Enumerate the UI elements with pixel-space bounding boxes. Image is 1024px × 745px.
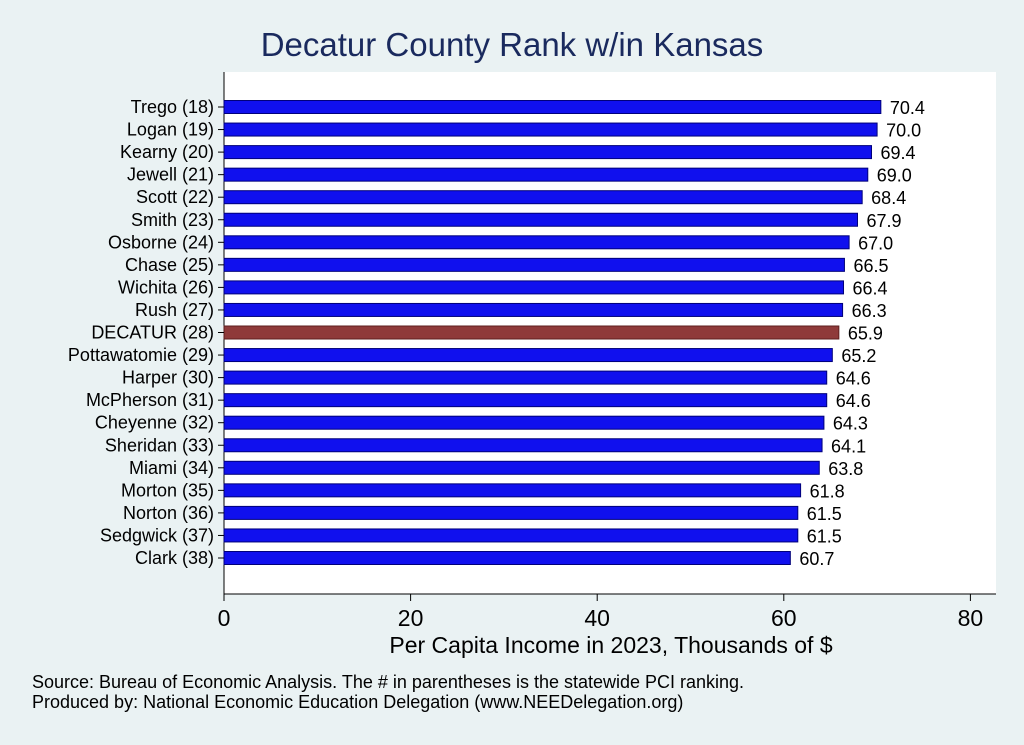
bar — [223, 167, 869, 182]
bar — [223, 460, 820, 475]
category-label: Wichita (26) — [118, 277, 214, 297]
category-label: Chase (25) — [125, 255, 214, 275]
category-label: DECATUR (28) — [91, 323, 214, 343]
bar — [223, 302, 844, 317]
value-label: 69.4 — [881, 143, 916, 163]
bar — [223, 551, 791, 565]
bar — [223, 122, 878, 137]
source-note: Source: Bureau of Economic Analysis. The… — [32, 672, 745, 692]
category-label: Scott (22) — [136, 187, 214, 207]
category-label: Osborne (24) — [108, 232, 214, 252]
bar — [223, 505, 799, 520]
value-label: 66.3 — [852, 301, 887, 321]
value-label: 64.3 — [833, 414, 868, 434]
bar — [223, 348, 833, 363]
bar — [223, 528, 799, 543]
value-label: 69.0 — [877, 166, 912, 186]
value-label: 63.8 — [828, 459, 863, 479]
value-label: 67.9 — [867, 211, 902, 231]
value-label: 65.2 — [841, 346, 876, 366]
category-label: Cheyenne (32) — [95, 413, 214, 433]
category-label: Kearny (20) — [120, 142, 214, 162]
bar — [223, 483, 802, 498]
category-label: Rush (27) — [135, 300, 214, 320]
bar — [223, 370, 828, 385]
bar — [223, 257, 845, 272]
producer-note: Produced by: National Economic Education… — [32, 692, 684, 712]
value-label: 66.4 — [853, 278, 888, 298]
bar — [223, 438, 823, 453]
x-tick-label: 0 — [218, 605, 231, 631]
value-label: 66.5 — [853, 256, 888, 276]
value-label: 64.6 — [836, 369, 871, 389]
category-label: McPherson (31) — [86, 390, 214, 410]
bar — [223, 190, 863, 205]
x-tick-label: 60 — [771, 605, 797, 631]
bar — [223, 325, 840, 340]
category-label: Harper (30) — [122, 368, 214, 388]
category-label: Clark (38) — [135, 548, 214, 568]
value-label: 68.4 — [871, 188, 906, 208]
value-label: 70.0 — [886, 121, 921, 141]
value-label: 67.0 — [858, 233, 893, 253]
category-label: Sedgwick (37) — [100, 525, 214, 545]
value-label: 70.4 — [890, 98, 925, 118]
category-label: Pottawatomie (29) — [68, 345, 214, 365]
category-label: Trego (18) — [131, 97, 214, 117]
bar — [223, 415, 825, 430]
x-tick-label: 20 — [398, 605, 424, 631]
category-label: Norton (36) — [123, 503, 214, 523]
category-label: Jewell (21) — [127, 165, 214, 185]
x-axis-label: Per Capita Income in 2023, Thousands of … — [389, 632, 833, 658]
category-label: Logan (19) — [127, 120, 214, 140]
chart-title: Decatur County Rank w/in Kansas — [260, 26, 764, 63]
value-label: 61.8 — [810, 481, 845, 501]
category-label: Sheridan (33) — [105, 435, 214, 455]
value-label: 61.5 — [807, 526, 842, 546]
value-label: 64.6 — [836, 391, 871, 411]
value-label: 65.9 — [848, 324, 883, 344]
bar — [223, 235, 850, 250]
bar — [223, 212, 859, 227]
bar — [223, 393, 828, 408]
x-tick-label: 40 — [584, 605, 610, 631]
value-label: 60.7 — [799, 549, 834, 569]
bar — [223, 145, 873, 160]
value-label: 64.1 — [831, 436, 866, 456]
category-label: Smith (23) — [131, 210, 214, 230]
category-label: Morton (35) — [121, 480, 214, 500]
value-label: 61.5 — [807, 504, 842, 524]
x-tick-label: 80 — [958, 605, 984, 631]
bar — [223, 280, 845, 295]
category-label: Miami (34) — [129, 458, 214, 478]
bar — [223, 100, 882, 114]
